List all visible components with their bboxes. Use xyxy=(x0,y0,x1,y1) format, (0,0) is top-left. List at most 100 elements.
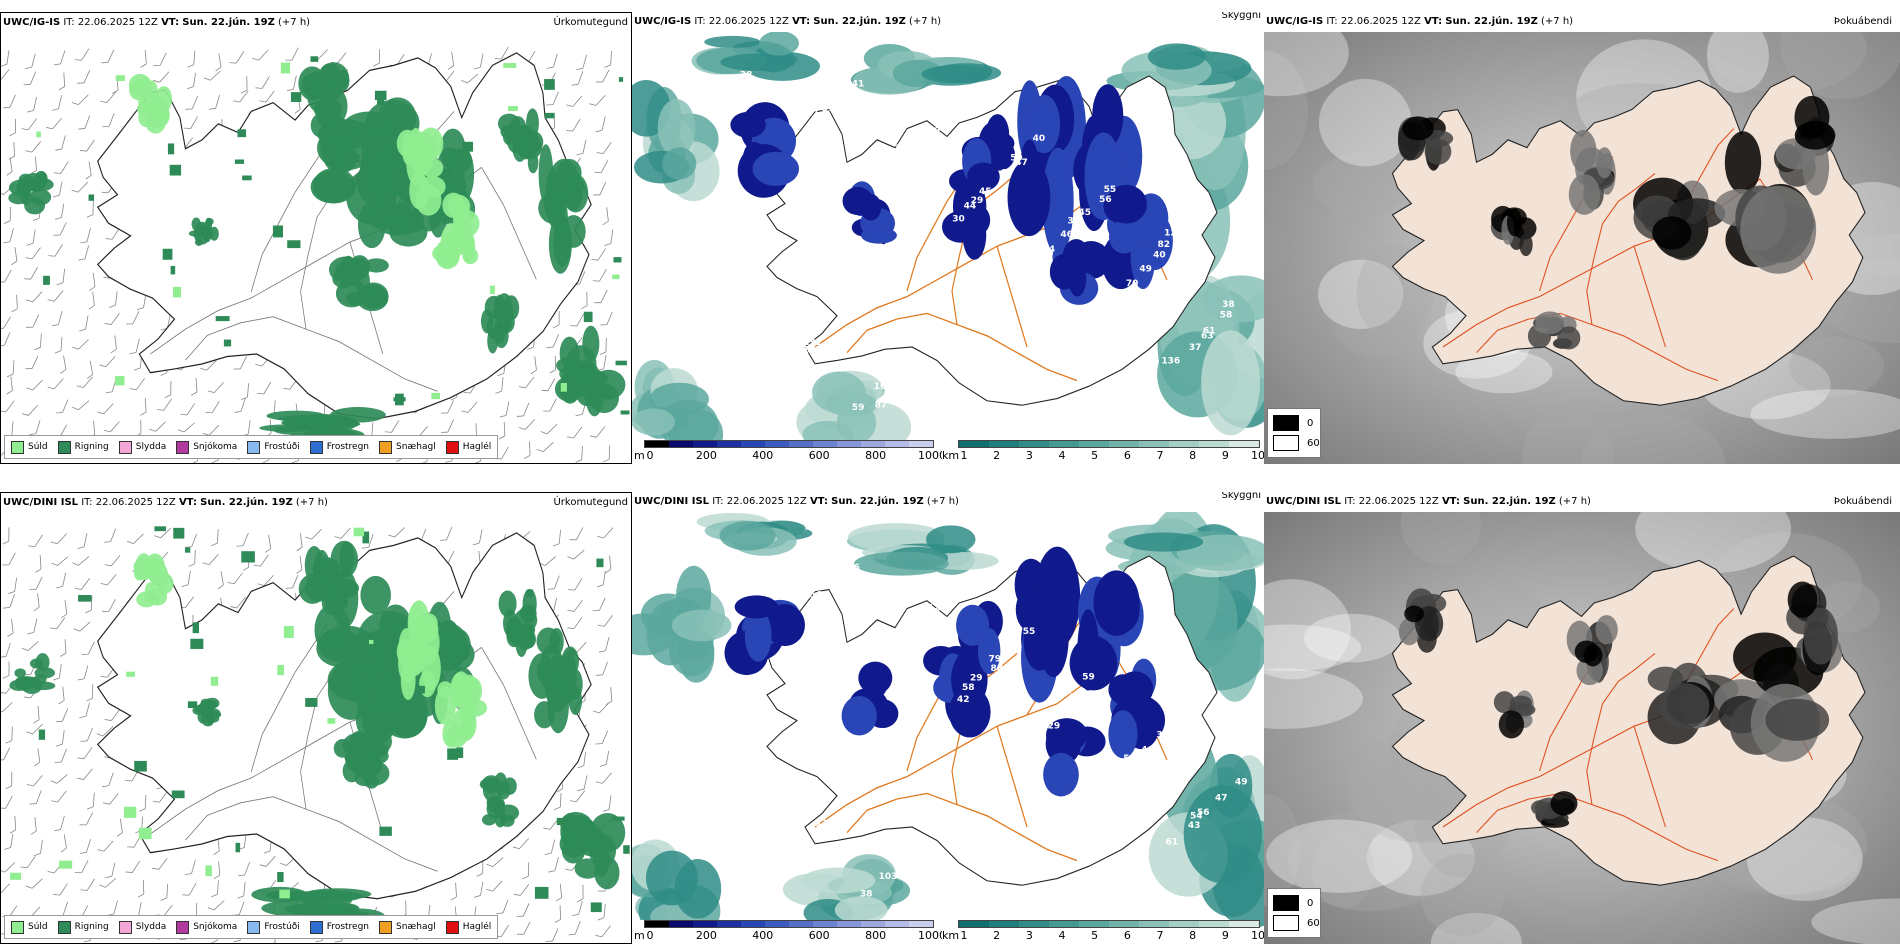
wind-barb xyxy=(74,578,91,590)
wind-barb xyxy=(211,529,219,547)
wind-barb xyxy=(213,861,221,879)
precip-area xyxy=(502,317,512,331)
wind-barb xyxy=(1,269,12,283)
wind-barb xyxy=(60,355,67,374)
model-name: UWC/DINI ISL xyxy=(3,497,79,508)
wind-barb xyxy=(599,337,607,356)
cloud-base-colorbar: m 0 200 400 600 800 1000 xyxy=(634,920,946,942)
cloud-base-area xyxy=(1028,95,1061,154)
legend-item: Frostúði xyxy=(247,920,300,934)
precip-area xyxy=(486,315,502,340)
colorbar-tick: 1000 xyxy=(918,929,946,942)
visibility-area xyxy=(719,521,776,551)
wind-barb xyxy=(72,400,90,411)
wind-barb xyxy=(1,747,11,761)
cloud-base-value: 59 xyxy=(750,882,763,892)
cloud-base-value: 99 xyxy=(906,616,919,626)
colorbar-tick: 3 xyxy=(1025,449,1033,462)
cloud-base-value: 34 xyxy=(1043,245,1056,255)
wind-barb xyxy=(255,76,270,89)
vt-label: VT: xyxy=(1441,496,1460,507)
precip-area xyxy=(355,267,370,296)
wind-barb xyxy=(209,94,221,110)
cloud-base-value: 60 xyxy=(1106,795,1119,805)
precip-cell xyxy=(280,62,291,74)
visibility-area xyxy=(632,408,675,436)
wind-barb xyxy=(518,419,536,430)
precip-area xyxy=(441,230,462,259)
wind-barb xyxy=(516,402,530,417)
visibility-colorbar: km 1 2 3 4 5 6 7 8 9 10 xyxy=(942,920,1264,942)
precip-cell xyxy=(115,376,125,386)
vt-label: VT: xyxy=(1424,16,1443,27)
visibility-area xyxy=(930,63,1002,83)
legend-swatch xyxy=(247,440,261,454)
wind-barb xyxy=(461,73,479,84)
precip-area xyxy=(197,709,210,724)
cloud-base-area xyxy=(1108,710,1138,759)
wind-barb xyxy=(125,860,141,874)
wind-barb xyxy=(81,641,95,655)
fog-legend-row: 0 xyxy=(1273,895,1313,911)
precip-cell xyxy=(305,697,318,707)
wind-barb xyxy=(53,181,63,198)
precip-area xyxy=(17,177,31,190)
precip-type-legend: Súld Rigning Slydda Snjókoma Frostúði Frostre… xyxy=(4,915,499,939)
cloud-base-value: 46 xyxy=(1141,745,1154,755)
cloud-base-value: 131 xyxy=(803,338,822,348)
precip-cell xyxy=(169,164,182,176)
wind-barb xyxy=(496,899,509,915)
legend-swatch xyxy=(118,440,132,454)
cloud-base-value: 54 xyxy=(1069,693,1082,703)
precip-cell xyxy=(327,718,336,724)
wind-barb xyxy=(450,882,457,901)
precip-cell xyxy=(503,63,517,68)
fog-field xyxy=(1303,613,1401,663)
precip-area xyxy=(418,127,444,161)
wind-barb xyxy=(516,903,530,917)
wind-barb xyxy=(35,555,42,573)
wind-barb xyxy=(566,95,583,107)
precip-area xyxy=(554,376,584,402)
wind-barb xyxy=(30,817,37,835)
wind-barb xyxy=(257,381,272,395)
legend-item: Slydda xyxy=(118,920,166,934)
precip-cell xyxy=(615,360,627,366)
fog-index-map xyxy=(1264,512,1900,944)
precip-area xyxy=(414,620,440,665)
wind-barb xyxy=(34,839,43,856)
precip-cell xyxy=(456,747,464,758)
legend-label: Frostúði xyxy=(264,922,300,932)
wind-barb xyxy=(73,621,91,632)
colorbar-tick: 5 xyxy=(1091,929,1099,942)
wind-barb xyxy=(597,527,614,539)
cloud-base-value: 39 xyxy=(1113,770,1126,780)
precip-cell xyxy=(170,265,176,275)
precip-map xyxy=(1,513,631,943)
wind-barb xyxy=(595,730,609,745)
precip-area xyxy=(145,110,166,134)
wind-barb xyxy=(599,750,610,767)
wind-barb xyxy=(286,75,297,92)
cloud-base-value: 58 xyxy=(1220,311,1233,321)
wind-barb xyxy=(23,71,37,86)
precip-area xyxy=(35,653,50,672)
precip-cell xyxy=(115,75,125,81)
wind-barb xyxy=(6,376,13,395)
precip-cell xyxy=(277,664,284,676)
precip-area xyxy=(503,304,514,321)
wind-barb xyxy=(592,597,606,612)
legend-swatch xyxy=(57,440,71,454)
cloud-base-area xyxy=(1092,84,1124,148)
wind-barb xyxy=(567,599,583,612)
wind-barb xyxy=(26,291,43,303)
precip-cell xyxy=(215,316,230,322)
wind-barb xyxy=(49,617,66,630)
visibility-area xyxy=(1201,330,1260,436)
cloud-base-value: 84 xyxy=(939,99,952,109)
cloud-base-value: 36 xyxy=(847,563,860,573)
colorbar-unit: m xyxy=(634,449,645,462)
wind-barb xyxy=(26,229,36,246)
fog-field xyxy=(1750,389,1900,439)
vt-value: Sun. 22.jún. 19Z xyxy=(831,496,924,507)
